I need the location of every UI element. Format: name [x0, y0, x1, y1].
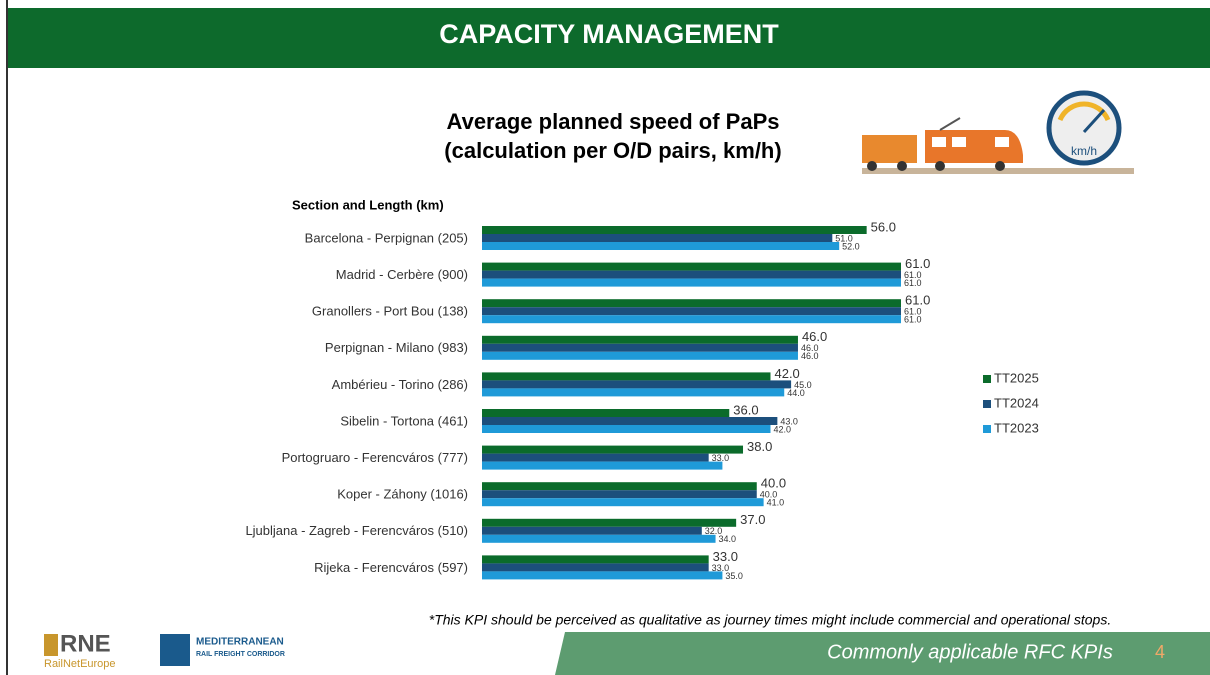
bar: [482, 352, 798, 360]
bar: [482, 454, 709, 462]
header-title: CAPACITY MANAGEMENT: [439, 19, 779, 49]
legend-label: TT2025: [994, 370, 1039, 385]
value-label: 42.0: [773, 424, 791, 434]
category-label: Ljubljana - Zagreb - Ferencváros (510): [245, 523, 468, 538]
rne-logo: RNE: [60, 630, 111, 657]
bar: [482, 307, 901, 315]
y-axis-label: Section and Length (km): [292, 197, 444, 212]
bar: [482, 425, 770, 433]
category-label: Sibelin - Tortona (461): [340, 413, 468, 428]
legend-label: TT2023: [994, 420, 1039, 435]
left-border: [6, 0, 8, 675]
category-label: Portogruaro - Ferencváros (777): [282, 450, 468, 465]
bar: [482, 315, 901, 323]
bar: [482, 555, 709, 563]
bar: [482, 535, 716, 543]
category-label: Ambérieu - Torino (286): [332, 377, 468, 392]
category-label: Barcelona - Perpignan (205): [305, 230, 468, 245]
bar: [482, 372, 770, 380]
value-label: 40.0: [761, 476, 786, 491]
bar: [482, 344, 798, 352]
value-label: 33.0: [712, 453, 730, 463]
gauge-label: km/h: [1071, 144, 1097, 158]
bar: [482, 271, 901, 279]
slide: CAPACITY MANAGEMENT Average planned spee…: [0, 0, 1210, 675]
value-label: 61.0: [904, 278, 922, 288]
bar: [482, 299, 901, 307]
bar: [482, 462, 722, 470]
bar: [482, 519, 736, 527]
value-label: 37.0: [740, 512, 765, 527]
bar: [482, 242, 839, 250]
bar: [482, 482, 757, 490]
rne-logo-sub: RailNetEurope: [44, 658, 116, 670]
value-label: 44.0: [787, 388, 805, 398]
value-label: 52.0: [842, 241, 860, 251]
footnote: *This KPI should be perceived as qualita…: [429, 612, 1111, 628]
value-label: 61.0: [905, 293, 930, 308]
bar: [482, 563, 709, 571]
bar: [482, 446, 743, 454]
category-label: Madrid - Cerbère (900): [336, 267, 468, 282]
bar: [482, 336, 798, 344]
legend-swatch: [983, 425, 991, 433]
bar: [482, 571, 722, 579]
bar: [482, 263, 901, 271]
legend-swatch: [983, 375, 991, 383]
legend-label: TT2024: [994, 395, 1039, 410]
value-label: 33.0: [713, 549, 738, 564]
bar: [482, 409, 729, 417]
med-logo-sub: RAIL FREIGHT CORRIDOR: [196, 651, 285, 658]
bar: [482, 234, 832, 242]
bar: [482, 417, 777, 425]
bar: [482, 226, 867, 234]
value-label: 38.0: [747, 439, 772, 454]
value-label: 41.0: [767, 498, 785, 508]
value-label: 35.0: [725, 571, 743, 581]
med-logo: MEDITERRANEAN: [196, 637, 284, 648]
bar: [482, 490, 757, 498]
value-label: 61.0: [905, 256, 930, 271]
chart-subtitle: (calculation per O/D pairs, km/h): [444, 138, 781, 163]
bar: [482, 527, 702, 535]
chart-title: Average planned speed of PaPs: [447, 109, 780, 134]
category-label: Perpignan - Milano (983): [325, 340, 468, 355]
bar: [482, 279, 901, 287]
value-label: 46.0: [802, 329, 827, 344]
value-label: 42.0: [774, 366, 799, 381]
value-label: 61.0: [904, 315, 922, 325]
page-number: 4: [1155, 642, 1165, 662]
category-label: Koper - Záhony (1016): [337, 487, 468, 502]
bar: [482, 380, 791, 388]
value-label: 46.0: [801, 351, 819, 361]
value-label: 56.0: [871, 219, 896, 234]
value-label: 34.0: [719, 534, 737, 544]
footer-text: Commonly applicable RFC KPIs: [827, 641, 1113, 663]
legend-swatch: [983, 400, 991, 408]
category-label: Granollers - Port Bou (138): [312, 304, 468, 319]
value-label: 36.0: [733, 402, 758, 417]
bar: [482, 388, 784, 396]
category-label: Rijeka - Ferencváros (597): [314, 560, 468, 575]
bar: [482, 498, 764, 506]
